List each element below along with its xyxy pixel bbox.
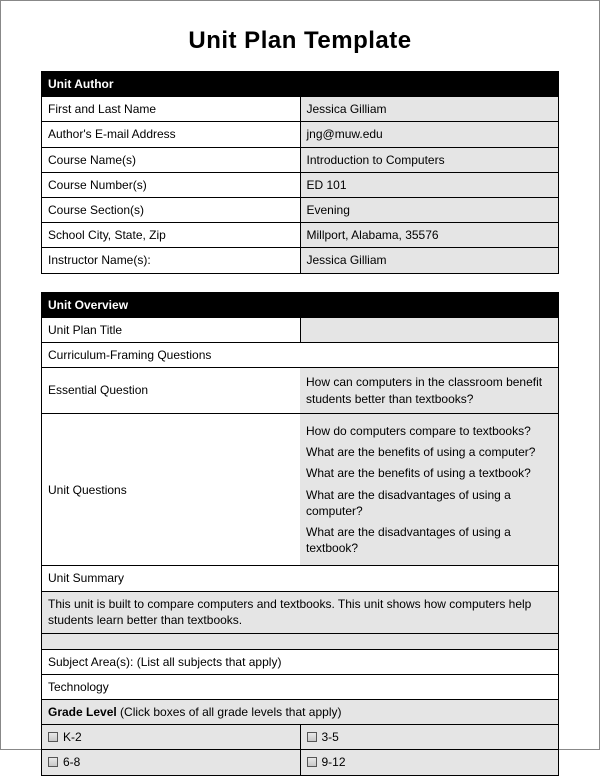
author-row-value: Millport, Alabama, 35576	[300, 223, 559, 248]
unit-question-item: What are the benefits of using a textboo…	[306, 465, 552, 481]
unit-overview-table: Unit Overview Unit Plan Title Curriculum…	[41, 292, 559, 776]
overview-heading: Unit Overview	[42, 292, 559, 317]
author-row-label: School City, State, Zip	[42, 223, 301, 248]
author-row-label: Course Section(s)	[42, 197, 301, 222]
grade-option-cell: 9-12	[300, 750, 559, 775]
checkbox-icon[interactable]	[48, 757, 58, 767]
checkbox-icon[interactable]	[307, 757, 317, 767]
grade-option-label: K-2	[63, 730, 82, 744]
grade-option-cell: 3-5	[300, 725, 559, 750]
blank-row	[42, 633, 559, 649]
essential-question-label: Essential Question	[42, 368, 301, 414]
author-row-value: ED 101	[300, 172, 559, 197]
grade-option-label: 3-5	[322, 730, 339, 744]
subject-area-value: Technology	[42, 674, 559, 699]
author-row-label: Course Name(s)	[42, 147, 301, 172]
author-row-value: jng@muw.edu	[300, 122, 559, 147]
grade-option-label: 6-8	[63, 755, 80, 769]
unit-question-item: What are the benefits of using a compute…	[306, 444, 552, 460]
summary-label: Unit Summary	[42, 566, 559, 591]
checkbox-icon[interactable]	[48, 732, 58, 742]
author-row-label: Author's E-mail Address	[42, 122, 301, 147]
unit-question-item: How do computers compare to textbooks?	[306, 423, 552, 439]
author-row-value: Jessica Gilliam	[300, 97, 559, 122]
plan-title-value	[300, 317, 559, 342]
section-spacer	[41, 274, 559, 292]
unit-questions-list: How do computers compare to textbooks? W…	[300, 414, 559, 566]
summary-text: This unit is built to compare computers …	[42, 591, 559, 633]
framing-label: Curriculum-Framing Questions	[42, 342, 559, 367]
unit-question-item: What are the disadvantages of using a te…	[306, 524, 552, 556]
plan-title-label: Unit Plan Title	[42, 317, 301, 342]
author-row-label: Course Number(s)	[42, 172, 301, 197]
grade-option-label: 9-12	[322, 755, 346, 769]
author-row-value: Evening	[300, 197, 559, 222]
unit-questions-label: Unit Questions	[42, 414, 301, 566]
author-row-label: First and Last Name	[42, 97, 301, 122]
author-row-value: Introduction to Computers	[300, 147, 559, 172]
page-title: Unit Plan Template	[41, 27, 559, 55]
unit-question-item: What are the disadvantages of using a co…	[306, 487, 552, 519]
essential-question-value: How can computers in the classroom benef…	[300, 368, 559, 414]
grade-level-rest: (Click boxes of all grade levels that ap…	[117, 705, 342, 719]
author-row-value: Jessica Gilliam	[300, 248, 559, 273]
subject-area-label: Subject Area(s): (List all subjects that…	[42, 649, 559, 674]
checkbox-icon[interactable]	[307, 732, 317, 742]
grade-option-cell: K-2	[42, 725, 301, 750]
document-page: Unit Plan Template Unit Author First and…	[0, 0, 600, 750]
author-heading: Unit Author	[42, 72, 559, 97]
grade-option-cell: 6-8	[42, 750, 301, 775]
author-row-label: Instructor Name(s):	[42, 248, 301, 273]
grade-level-heading: Grade Level (Click boxes of all grade le…	[42, 699, 559, 724]
unit-author-table: Unit Author First and Last Name Jessica …	[41, 71, 559, 274]
grade-level-bold: Grade Level	[48, 705, 117, 719]
